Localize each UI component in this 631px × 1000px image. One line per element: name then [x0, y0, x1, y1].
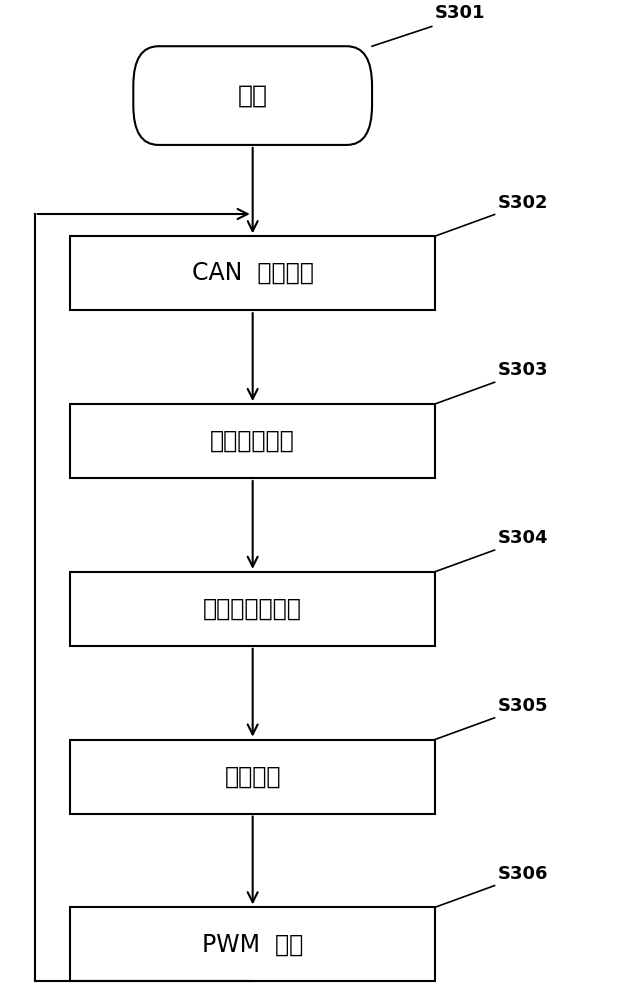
Text: 算法处理: 算法处理	[225, 765, 281, 789]
Text: PWM  输出: PWM 输出	[202, 932, 304, 956]
Text: 数据安全性处理: 数据安全性处理	[203, 597, 302, 621]
Text: 数据解析处理: 数据解析处理	[210, 429, 295, 453]
Text: S303: S303	[498, 361, 548, 379]
Text: S304: S304	[498, 529, 548, 547]
Text: CAN  接收函数: CAN 接收函数	[192, 261, 314, 285]
Text: 开始: 开始	[238, 84, 268, 108]
Text: S302: S302	[498, 194, 548, 212]
Bar	[71, 572, 435, 646]
Text: S306: S306	[498, 865, 548, 883]
Bar	[71, 907, 435, 981]
Bar	[71, 404, 435, 478]
Bar	[71, 236, 435, 310]
Text: S301: S301	[435, 4, 485, 22]
FancyBboxPatch shape	[133, 46, 372, 145]
Bar	[71, 740, 435, 814]
Text: S305: S305	[498, 697, 548, 715]
